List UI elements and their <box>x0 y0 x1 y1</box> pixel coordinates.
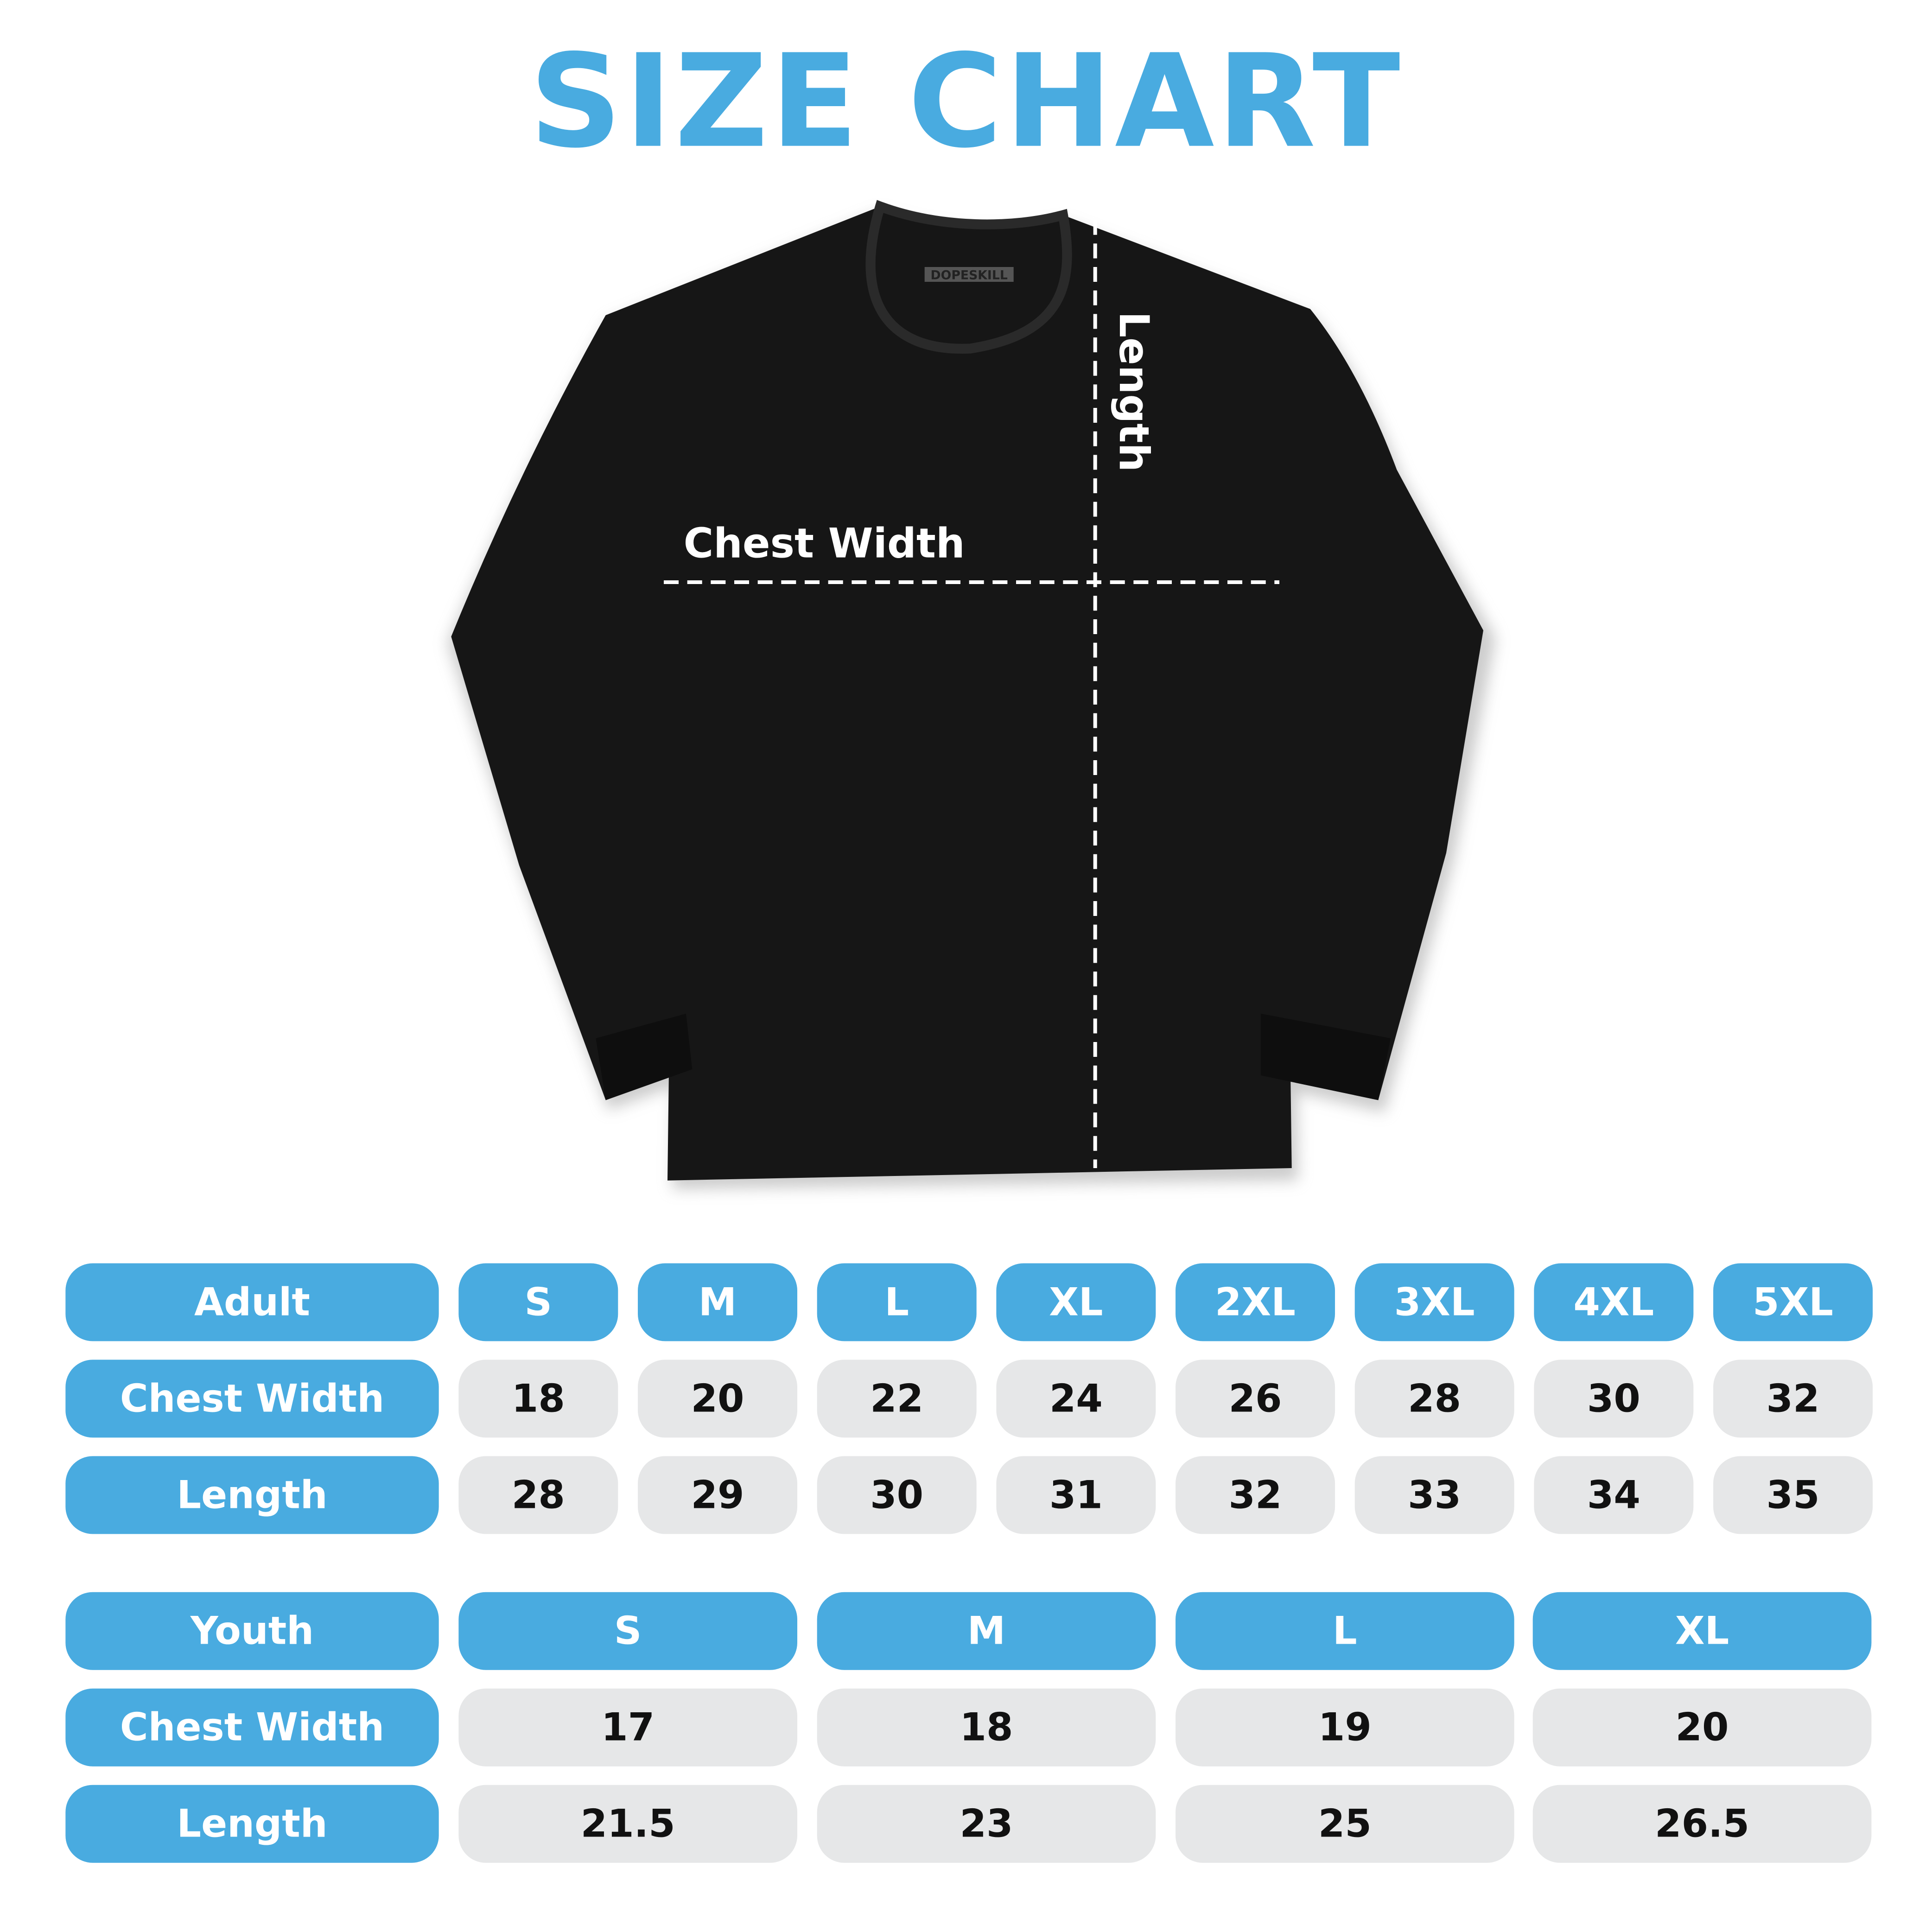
table-cell: 28 <box>458 1456 618 1534</box>
table-cell: 18 <box>817 1688 1156 1767</box>
brand-tag-text: DOPESKILL <box>931 268 1008 283</box>
page-title: SIZE CHART <box>529 26 1403 177</box>
left-cuff <box>596 1013 693 1100</box>
size-header-5xl: 5XL <box>1713 1263 1873 1341</box>
shirt-body <box>451 206 1484 1181</box>
table-cell: 17 <box>458 1688 798 1767</box>
table-cell: 31 <box>996 1456 1156 1534</box>
table-cell: 20 <box>638 1360 798 1438</box>
table-cell: 24 <box>996 1360 1156 1438</box>
adult-header-label: Adult <box>65 1263 439 1341</box>
size-header-xl: XL <box>1532 1592 1872 1670</box>
row-label: Chest Width <box>65 1688 439 1767</box>
table-cell: 26.5 <box>1532 1785 1872 1863</box>
collar <box>865 200 1072 354</box>
length-label: Length <box>1110 311 1158 472</box>
table-cell: 33 <box>1354 1456 1514 1534</box>
table-cell: 29 <box>638 1456 798 1534</box>
row-label: Length <box>65 1456 439 1534</box>
size-header-3xl: 3XL <box>1354 1263 1514 1341</box>
table-cell: 25 <box>1176 1785 1514 1863</box>
chest-width-label: Chest Width <box>683 519 965 568</box>
size-header-2xl: 2XL <box>1176 1263 1335 1341</box>
youth-header-label: Youth <box>65 1592 439 1670</box>
table-cell: 35 <box>1713 1456 1873 1534</box>
table-cell: 30 <box>817 1456 977 1534</box>
table-cell: 22 <box>817 1360 977 1438</box>
size-header-m: M <box>638 1263 798 1341</box>
size-header-l: L <box>1176 1592 1514 1670</box>
right-cuff <box>1261 1013 1391 1100</box>
table-cell: 32 <box>1176 1456 1335 1534</box>
table-cell: 28 <box>1354 1360 1514 1438</box>
table-cell: 21.5 <box>458 1785 798 1863</box>
table-cell: 18 <box>458 1360 618 1438</box>
size-header-m: M <box>817 1592 1156 1670</box>
table-cell: 32 <box>1713 1360 1873 1438</box>
table-cell: 23 <box>817 1785 1156 1863</box>
size-header-l: L <box>817 1263 977 1341</box>
size-header-4xl: 4XL <box>1534 1263 1694 1341</box>
shirt-illustration: DOPESKILL <box>447 200 1496 1189</box>
size-header-s: S <box>458 1263 618 1341</box>
table-cell: 19 <box>1176 1688 1514 1767</box>
table-cell: 34 <box>1534 1456 1694 1534</box>
row-label: Chest Width <box>65 1360 439 1438</box>
table-cell: 26 <box>1176 1360 1335 1438</box>
row-label: Length <box>65 1785 439 1863</box>
size-header-xl: XL <box>996 1263 1156 1341</box>
size-header-s: S <box>458 1592 798 1670</box>
brand-tag <box>924 267 1014 282</box>
table-cell: 30 <box>1534 1360 1694 1438</box>
table-cell: 20 <box>1532 1688 1872 1767</box>
